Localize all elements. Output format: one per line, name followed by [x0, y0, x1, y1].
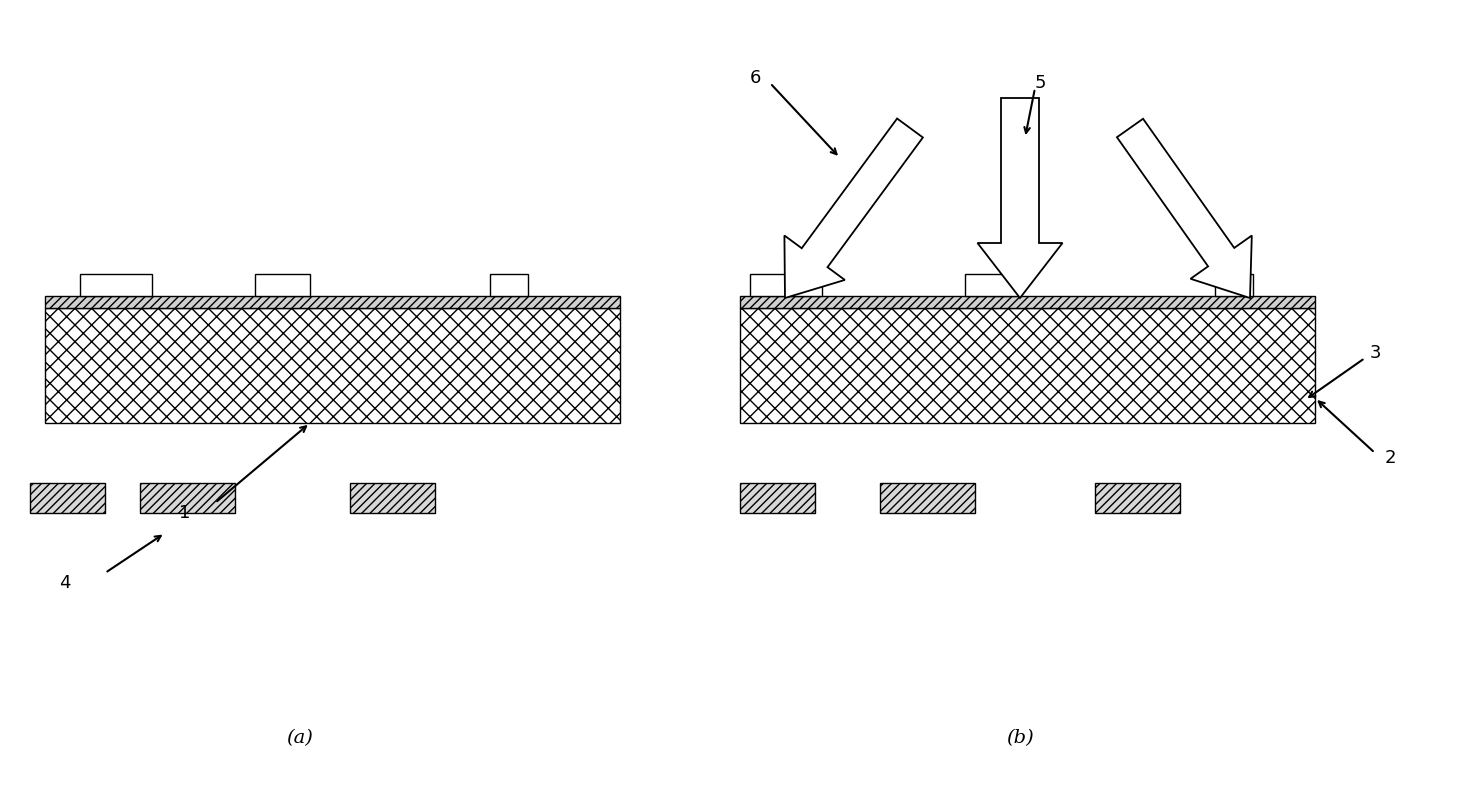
Bar [739, 296, 1316, 308]
Text: 2: 2 [1385, 449, 1396, 467]
Bar [750, 274, 822, 296]
Bar [350, 483, 435, 513]
Text: (a): (a) [287, 729, 313, 747]
Polygon shape [785, 119, 923, 298]
Bar [739, 483, 814, 513]
Text: (b): (b) [1005, 729, 1033, 747]
Bar [1095, 483, 1180, 513]
Bar [79, 274, 151, 296]
Text: 4: 4 [59, 574, 71, 592]
Bar [964, 274, 1020, 296]
Text: 6: 6 [750, 69, 760, 87]
Polygon shape [978, 98, 1063, 298]
Bar [46, 296, 620, 308]
Bar [490, 274, 528, 296]
Bar [881, 483, 975, 513]
Bar [29, 483, 104, 513]
Text: 5: 5 [1035, 74, 1047, 92]
Bar [1216, 274, 1252, 296]
Text: 1: 1 [179, 504, 191, 522]
Bar [140, 483, 235, 513]
Bar [254, 274, 310, 296]
Polygon shape [1117, 119, 1252, 298]
Bar [739, 308, 1316, 423]
Text: 3: 3 [1370, 344, 1382, 362]
Bar [46, 308, 620, 423]
